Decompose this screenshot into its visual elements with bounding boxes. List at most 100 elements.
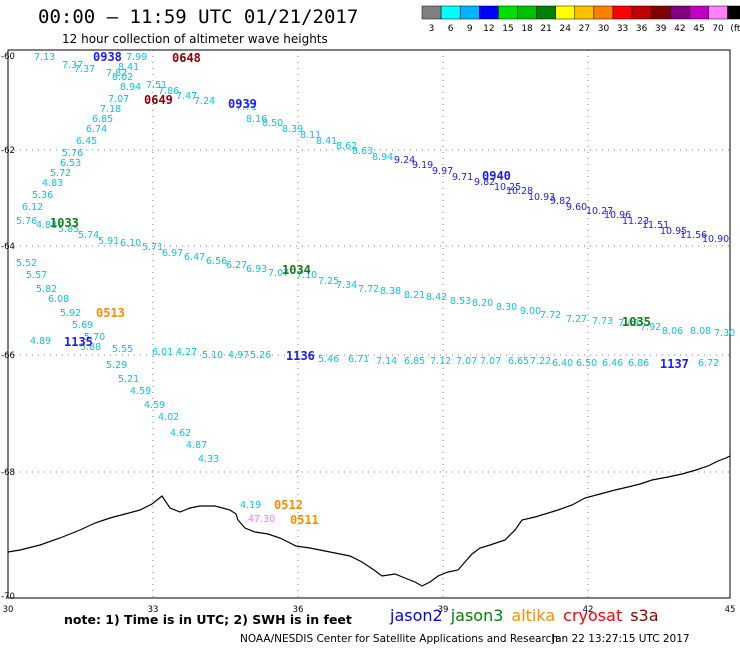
wave-height-label: 5.82 [36,284,57,295]
wave-height-label: 7.92 [640,322,661,333]
wave-height-label: 8.42 [426,292,447,303]
wave-height-label: 4.02 [158,412,179,423]
wave-height-label-jason2: 9.82 [550,196,571,207]
wave-height-label: 7.37 [74,64,95,75]
wave-height-label: 9.00 [520,306,541,317]
wave-height-label: 7.22 [530,356,551,367]
wave-height-label-jason2: 11.23 [622,216,649,227]
wave-height-label: 7.10 [296,270,317,281]
altika-pass-time: 0513 [96,306,125,320]
wave-height-label: 8.06 [662,326,683,337]
wave-height-label-jason2: 9.97 [432,166,453,177]
colorbar-label: 33 [617,24,628,34]
wave-height-label: 6.40 [552,358,573,369]
wave-height-label: 5.91 [98,236,119,247]
lon-tick-label: 33 [148,605,159,615]
wave-height-label: 7.24 [194,96,215,107]
wave-height-label: 7.13 [34,52,55,63]
cryosat-pass-time: 0649 [144,93,173,107]
jason2-pass-time: 1137 [660,357,689,371]
wave-height-label-jason2: 10.28 [506,186,533,197]
wave-height-label: 6.46 [602,358,623,369]
satellite-legend: jason2 jason3 altika cryosat s3a [390,606,667,625]
colorbar-label: 30 [598,24,610,34]
wave-height-label: 8.21 [404,290,425,301]
map-frame [7,49,731,599]
jason2-pass-time: 0938 [93,50,122,64]
colorbar-label: 70 [712,24,724,34]
wave-height-label: 8.02 [112,72,133,83]
wave-height-label: 5.69 [72,320,93,331]
wave-height-label-jason2: 9.82 [474,177,495,188]
wave-height-label: 5.88 [80,342,101,353]
wave-height-label: 5.71 [142,242,163,253]
footer-timestamp: Jan 22 13:27:15 UTC 2017 [552,633,690,645]
wave-height-label: 5.72 [50,168,71,179]
wave-height-label-jason2: 9.60 [566,202,587,213]
jason3-pass-time: 1034 [282,263,311,277]
colorbar-label: 9 [467,24,473,34]
wave-height-label: 5.70 [84,332,105,343]
wave-height-label: 4.87 [186,440,207,451]
wave-height-label: 6.27 [226,260,247,271]
colorbar-label: 6 [448,24,454,34]
wave-height-label: 8.94 [372,152,393,163]
wave-height-label: 6.56 [206,256,227,267]
lat-tick-label: -64 [1,242,15,252]
wave-height-label-jason2: 10.90 [702,234,729,245]
colorbar-label: 27 [579,24,590,34]
wave-height-label: 4.19 [240,500,261,511]
lat-tick-label: -70 [1,592,15,602]
colorbar-label: 18 [521,24,533,34]
wave-height-label: 6.08 [48,294,69,305]
map-subtitle: 12 hour collection of altimeter wave hei… [62,32,328,46]
wave-height-label: 5.46 [318,354,339,365]
colorbar-label: 45 [693,24,704,34]
colorbar-label: 42 [674,24,685,34]
wave-height-label: 7.47 [176,91,197,102]
wave-height-label: 5.92 [60,308,81,319]
wave-height-label: 5.74 [78,230,99,241]
wave-height-label: 8.62 [336,141,357,152]
legend-note: note: 1) Time is in UTC; 2) SWH is in fe… [64,612,352,627]
wave-height-label: 5.57 [26,270,47,281]
wave-height-label-jason2: 10.27 [586,206,613,217]
wave-height-label: 5.85 [58,224,79,235]
wave-height-label: 7.07 [480,356,501,367]
cryosat-pass-time: 0648 [172,51,201,65]
colorbar-label: 15 [502,24,513,34]
legend-jason2: jason2 [390,606,443,625]
wave-height-label: 4.89 [30,336,51,347]
wave-height-label: 8.41 [316,136,337,147]
wave-height-label: 7.07 [108,94,129,105]
wave-height-label: 7.25 [318,276,339,287]
wave-height-label-jason2: 11.51 [642,220,669,231]
wave-height-label: 7.07 [456,356,477,367]
wave-height-label: 7.72 [358,284,379,295]
colorbar-label: 21 [540,24,551,34]
wave-height-label: 6.93 [246,264,267,275]
wave-height-label: 47.30 [248,514,275,525]
wave-height-label: 7.07 [268,268,289,279]
wave-height-label: 6.10 [120,238,141,249]
wave-height-label: 7.37 [62,60,83,71]
lon-tick-label: 42 [583,605,594,615]
wave-height-label: 5.21 [118,374,139,385]
wave-height-label-jason2: 9.71 [452,172,473,183]
lat-tick-label: -60 [1,52,15,62]
lon-tick-label: 39 [438,605,449,615]
wave-height-label-jason2: 10.93 [528,192,555,203]
wave-height-label: 8.94 [120,82,141,93]
wave-height-label-jason2: 9.24 [394,155,415,166]
wave-height-label: 8.20 [472,298,493,309]
wave-height-label: 6.74 [86,124,107,135]
wave-height-label: 5.36 [32,190,53,201]
legend-cryosat: cryosat [563,606,623,625]
wave-height-label: 6.47 [184,252,205,263]
wave-height-label: 6.71 [348,354,369,365]
lat-tick-label: -62 [1,146,15,156]
wave-height-label: 8.63 [352,146,373,157]
wave-height-label: 4.83 [42,178,63,189]
